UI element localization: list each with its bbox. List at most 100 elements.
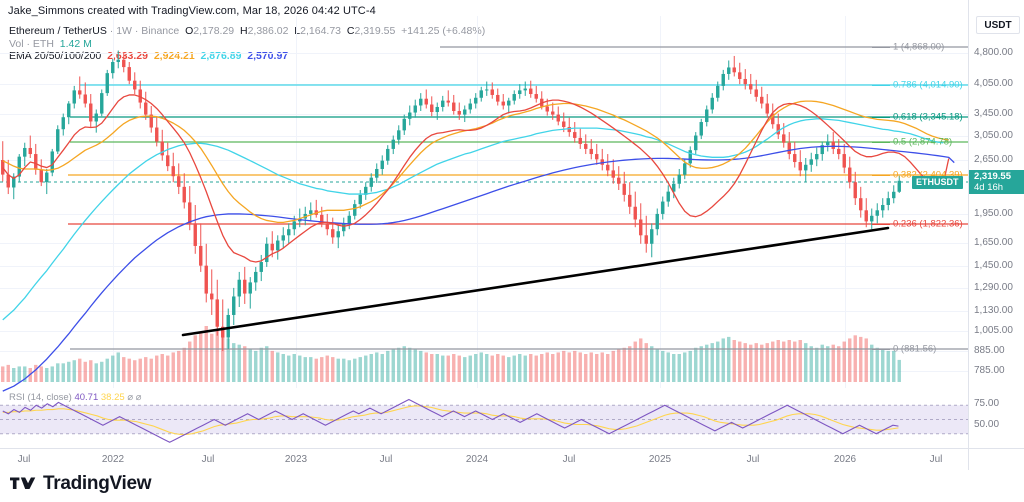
price-axis-tick: 1,450.00 — [974, 260, 1013, 271]
candle-body — [424, 98, 428, 105]
grid-line-vertical — [477, 16, 478, 388]
legend-volume-row: Vol · ETH 1.42 M — [9, 38, 485, 51]
volume-bar — [562, 350, 566, 382]
candle-body — [716, 85, 720, 98]
price-axis-tick: 50.00 — [974, 419, 1000, 430]
fib-level-marker — [872, 47, 890, 49]
candle-body — [6, 174, 10, 188]
candle-body — [34, 154, 38, 170]
candle-body — [243, 279, 247, 294]
volume-bar — [72, 360, 76, 382]
volume-bar — [529, 354, 533, 382]
volume-bar — [364, 355, 368, 382]
candle-body — [595, 154, 599, 160]
volume-bar — [760, 344, 764, 382]
volume-bar — [419, 350, 423, 382]
volume-bar — [633, 341, 637, 382]
volume-bar — [765, 343, 769, 382]
volume-bar — [853, 335, 857, 382]
price-axis[interactable]: USDT 4,800.00 4,050.00 3,450.00 3,050.00 2,6… — [968, 0, 1024, 448]
tradingview-logo[interactable]: TradingView — [10, 473, 152, 495]
volume-bar — [897, 359, 901, 382]
fib-level-marker — [872, 142, 890, 144]
volume-bar — [655, 349, 659, 382]
trend-line[interactable] — [181, 226, 890, 337]
volume-bar — [331, 357, 335, 382]
tradingview-mark-icon — [10, 477, 36, 490]
candle-body — [754, 89, 758, 97]
volume-bar — [177, 350, 181, 382]
legend-symbol[interactable]: Ethereum / TetherUS — [9, 25, 107, 37]
volume-bar — [534, 355, 538, 382]
legend-interval[interactable]: 1W — [116, 25, 132, 37]
candle-body — [221, 326, 225, 338]
candle-body — [452, 102, 456, 111]
candle-body — [353, 204, 357, 216]
volume-bar — [540, 354, 544, 382]
candle-body — [859, 198, 863, 211]
volume-bar — [375, 352, 379, 382]
candle-body — [50, 151, 54, 173]
price-axis-separator — [968, 0, 969, 448]
volume-bar — [50, 366, 54, 382]
candle-body — [677, 174, 681, 184]
volume-bar — [17, 366, 21, 382]
candle-body — [809, 159, 813, 165]
volume-bar — [639, 338, 643, 382]
volume-bar — [754, 343, 758, 382]
candle-body — [210, 293, 214, 300]
rsi-value: 40.71 — [74, 392, 99, 403]
legend-exchange: Binance — [141, 25, 180, 37]
volume-bar — [199, 332, 203, 382]
fib-level-label: 0.236 (1,822.36) — [893, 218, 963, 230]
candle-body — [193, 223, 197, 246]
time-axis-tick: 2025 — [648, 454, 672, 465]
volume-bar — [727, 336, 731, 382]
candle-body — [672, 183, 676, 192]
candle-body — [870, 215, 874, 222]
volume-bar — [347, 360, 351, 382]
rsi-title[interactable]: RSI (14, close) — [9, 392, 72, 403]
grid-line — [0, 243, 968, 244]
tradingview-wordmark: TradingView — [43, 473, 152, 494]
candle-body — [28, 147, 32, 155]
candle-body — [199, 245, 203, 266]
candle-body — [364, 186, 368, 195]
legend-high-label: H — [239, 25, 248, 37]
candle-body — [496, 94, 500, 102]
ema-20-line — [2, 94, 950, 263]
price-axis-tick: 1,950.00 — [974, 208, 1013, 219]
candle-body — [287, 229, 291, 236]
candle-body — [61, 117, 65, 130]
fib-level-label: 0 (881.56) — [893, 343, 937, 355]
price-chart-canvas — [0, 46, 968, 392]
fib-level-marker — [872, 175, 890, 177]
legend-low-value: 2,164.73 — [300, 25, 342, 37]
price-pane[interactable] — [0, 16, 968, 392]
volume-bar — [111, 355, 115, 382]
volume-bar — [320, 357, 324, 382]
candle-body — [897, 180, 901, 192]
volume-bar — [848, 338, 852, 382]
volume-bar — [259, 347, 263, 382]
rsi-pane[interactable] — [0, 391, 968, 448]
volume-bar — [188, 341, 192, 382]
candle-body — [12, 176, 16, 188]
time-axis[interactable]: Jul 2022 Jul 2023 Jul 2024 Jul 2025 Jul 2026 Jul — [0, 448, 1024, 470]
candle-body — [402, 118, 406, 131]
price-axis-tick: 3,450.00 — [974, 108, 1013, 119]
candle-body — [215, 299, 219, 327]
candle-body — [798, 162, 802, 171]
price-axis-tick: 1,290.00 — [974, 282, 1013, 293]
candle-body — [611, 170, 615, 178]
volume-bar — [237, 344, 241, 382]
volume-bar — [584, 354, 588, 382]
volume-bar — [545, 352, 549, 382]
candle-body — [149, 114, 153, 128]
candle-body — [309, 210, 313, 214]
volume-bar — [551, 354, 555, 382]
volume-bar — [342, 358, 346, 382]
candle-body — [727, 67, 731, 74]
legend-close-label: C — [346, 25, 355, 37]
